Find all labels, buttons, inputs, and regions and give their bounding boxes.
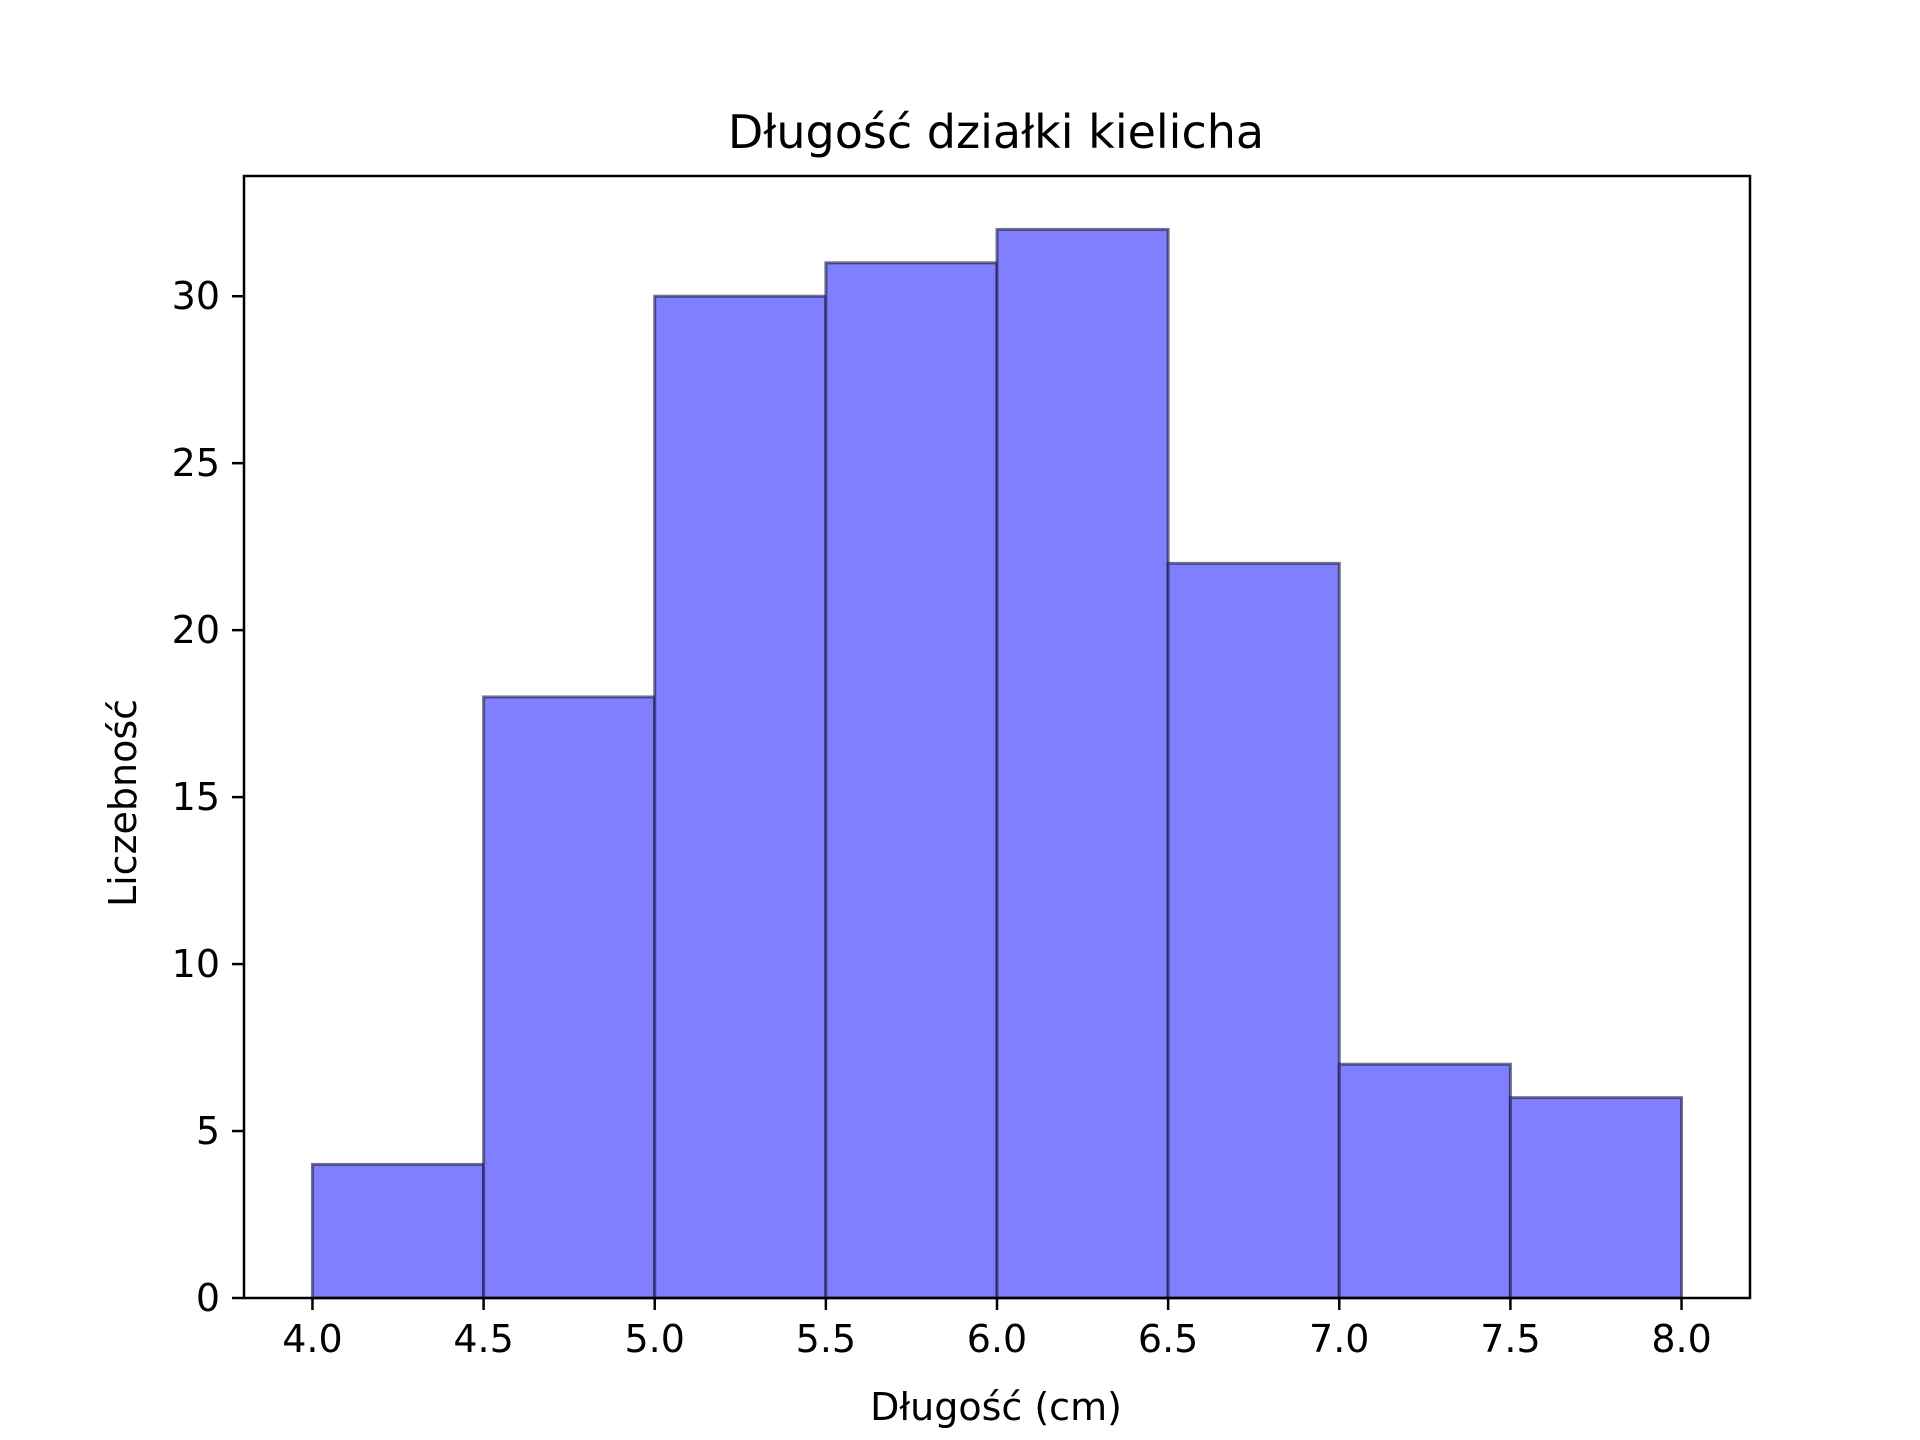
x-axis-title: Długość (cm) xyxy=(870,1385,1122,1429)
x-tick-label-5: 6.5 xyxy=(1138,1317,1198,1361)
y-tick-label-4: 20 xyxy=(172,608,220,652)
x-tick-label-6: 7.0 xyxy=(1309,1317,1369,1361)
histogram-bar-0 xyxy=(310,1162,486,1300)
y-tick-label-0: 0 xyxy=(196,1276,220,1320)
histogram-bar-1 xyxy=(482,695,657,1300)
y-tick-label-3: 15 xyxy=(172,775,220,819)
y-tick-label-5: 25 xyxy=(172,441,220,485)
histogram-bar-7 xyxy=(1508,1096,1684,1300)
histogram-bar-4 xyxy=(995,227,1170,1300)
chart-title: Długość działki kielicha xyxy=(728,105,1264,159)
x-tick-label-7: 7.5 xyxy=(1480,1317,1540,1361)
x-tick-label-8: 8.0 xyxy=(1651,1317,1711,1361)
x-tick-label-4: 6.0 xyxy=(967,1317,1027,1361)
x-tick-label-3: 5.5 xyxy=(796,1317,856,1361)
histogram-bar-3 xyxy=(824,261,999,1300)
histogram-bar-6 xyxy=(1337,1062,1512,1300)
histogram-bar-2 xyxy=(653,294,828,1300)
histogram-bar-5 xyxy=(1166,561,1341,1300)
axes-layer: 4.0 4.5 5.0 5.5 6.0 6.5 7.0 7.5 8.0 0 5 10 15 20 25 30 xyxy=(172,174,1752,1361)
y-tick-label-2: 10 xyxy=(172,942,220,986)
y-axis-title: Liczebność xyxy=(101,699,145,907)
y-tick-label-1: 5 xyxy=(196,1109,220,1153)
x-tick-label-2: 5.0 xyxy=(625,1317,685,1361)
y-tick-label-6: 30 xyxy=(172,274,220,318)
x-tick-label-1: 4.5 xyxy=(453,1317,513,1361)
x-tick-label-0: 4.0 xyxy=(282,1317,342,1361)
bars-layer xyxy=(310,227,1684,1300)
